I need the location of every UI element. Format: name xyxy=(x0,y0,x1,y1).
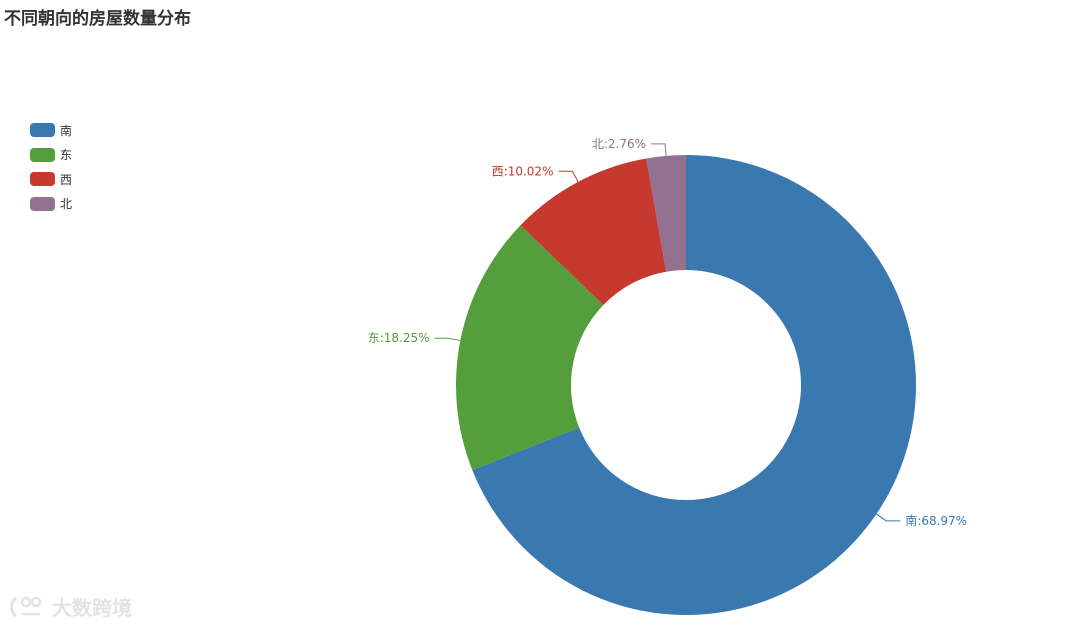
legend: 南 东 西 北 xyxy=(30,118,72,216)
watermark-text: 大数跨境 xyxy=(52,596,132,620)
slice-label: 北:2.76% xyxy=(592,137,646,151)
slice-east[interactable] xyxy=(456,225,604,471)
label-leader-line xyxy=(434,337,461,342)
slice-south[interactable] xyxy=(472,155,916,615)
watermark: 大数跨境 xyxy=(8,592,132,621)
chart-title: 不同朝向的房屋数量分布 xyxy=(4,9,191,29)
slice-north[interactable] xyxy=(646,155,686,272)
label-leader-line xyxy=(651,143,667,156)
label-leader-line xyxy=(876,513,901,522)
legend-item-east[interactable]: 东 xyxy=(30,143,72,168)
slice-label: 东:18.25% xyxy=(368,331,430,345)
legend-swatch xyxy=(30,196,55,211)
legend-label: 西 xyxy=(60,172,73,187)
legend-swatch xyxy=(30,123,55,138)
legend-label: 北 xyxy=(60,197,73,212)
legend-item-south[interactable]: 南 xyxy=(30,118,72,143)
legend-label: 东 xyxy=(60,148,73,163)
slice-label: 南:68.97% xyxy=(905,513,967,528)
slice-west[interactable] xyxy=(520,158,667,306)
legend-item-north[interactable]: 北 xyxy=(30,192,72,217)
legend-swatch xyxy=(30,172,55,187)
watermark-logo-icon xyxy=(10,596,42,617)
legend-item-west[interactable]: 西 xyxy=(30,167,72,192)
legend-label: 南 xyxy=(60,123,73,138)
legend-swatch xyxy=(30,147,55,162)
label-leader-line xyxy=(558,170,579,183)
slice-label: 西:10.02% xyxy=(492,164,554,178)
